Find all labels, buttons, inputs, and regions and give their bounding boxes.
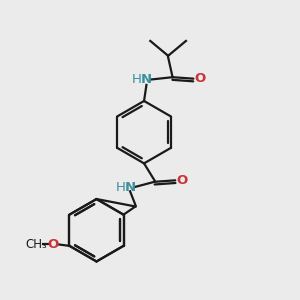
Text: H: H xyxy=(116,181,125,194)
Text: O: O xyxy=(176,174,188,187)
Text: N: N xyxy=(141,73,152,86)
Text: N: N xyxy=(124,181,136,194)
Text: CH₃: CH₃ xyxy=(25,238,47,251)
Text: O: O xyxy=(47,238,59,251)
Text: O: O xyxy=(194,72,206,85)
Text: H: H xyxy=(132,73,142,86)
